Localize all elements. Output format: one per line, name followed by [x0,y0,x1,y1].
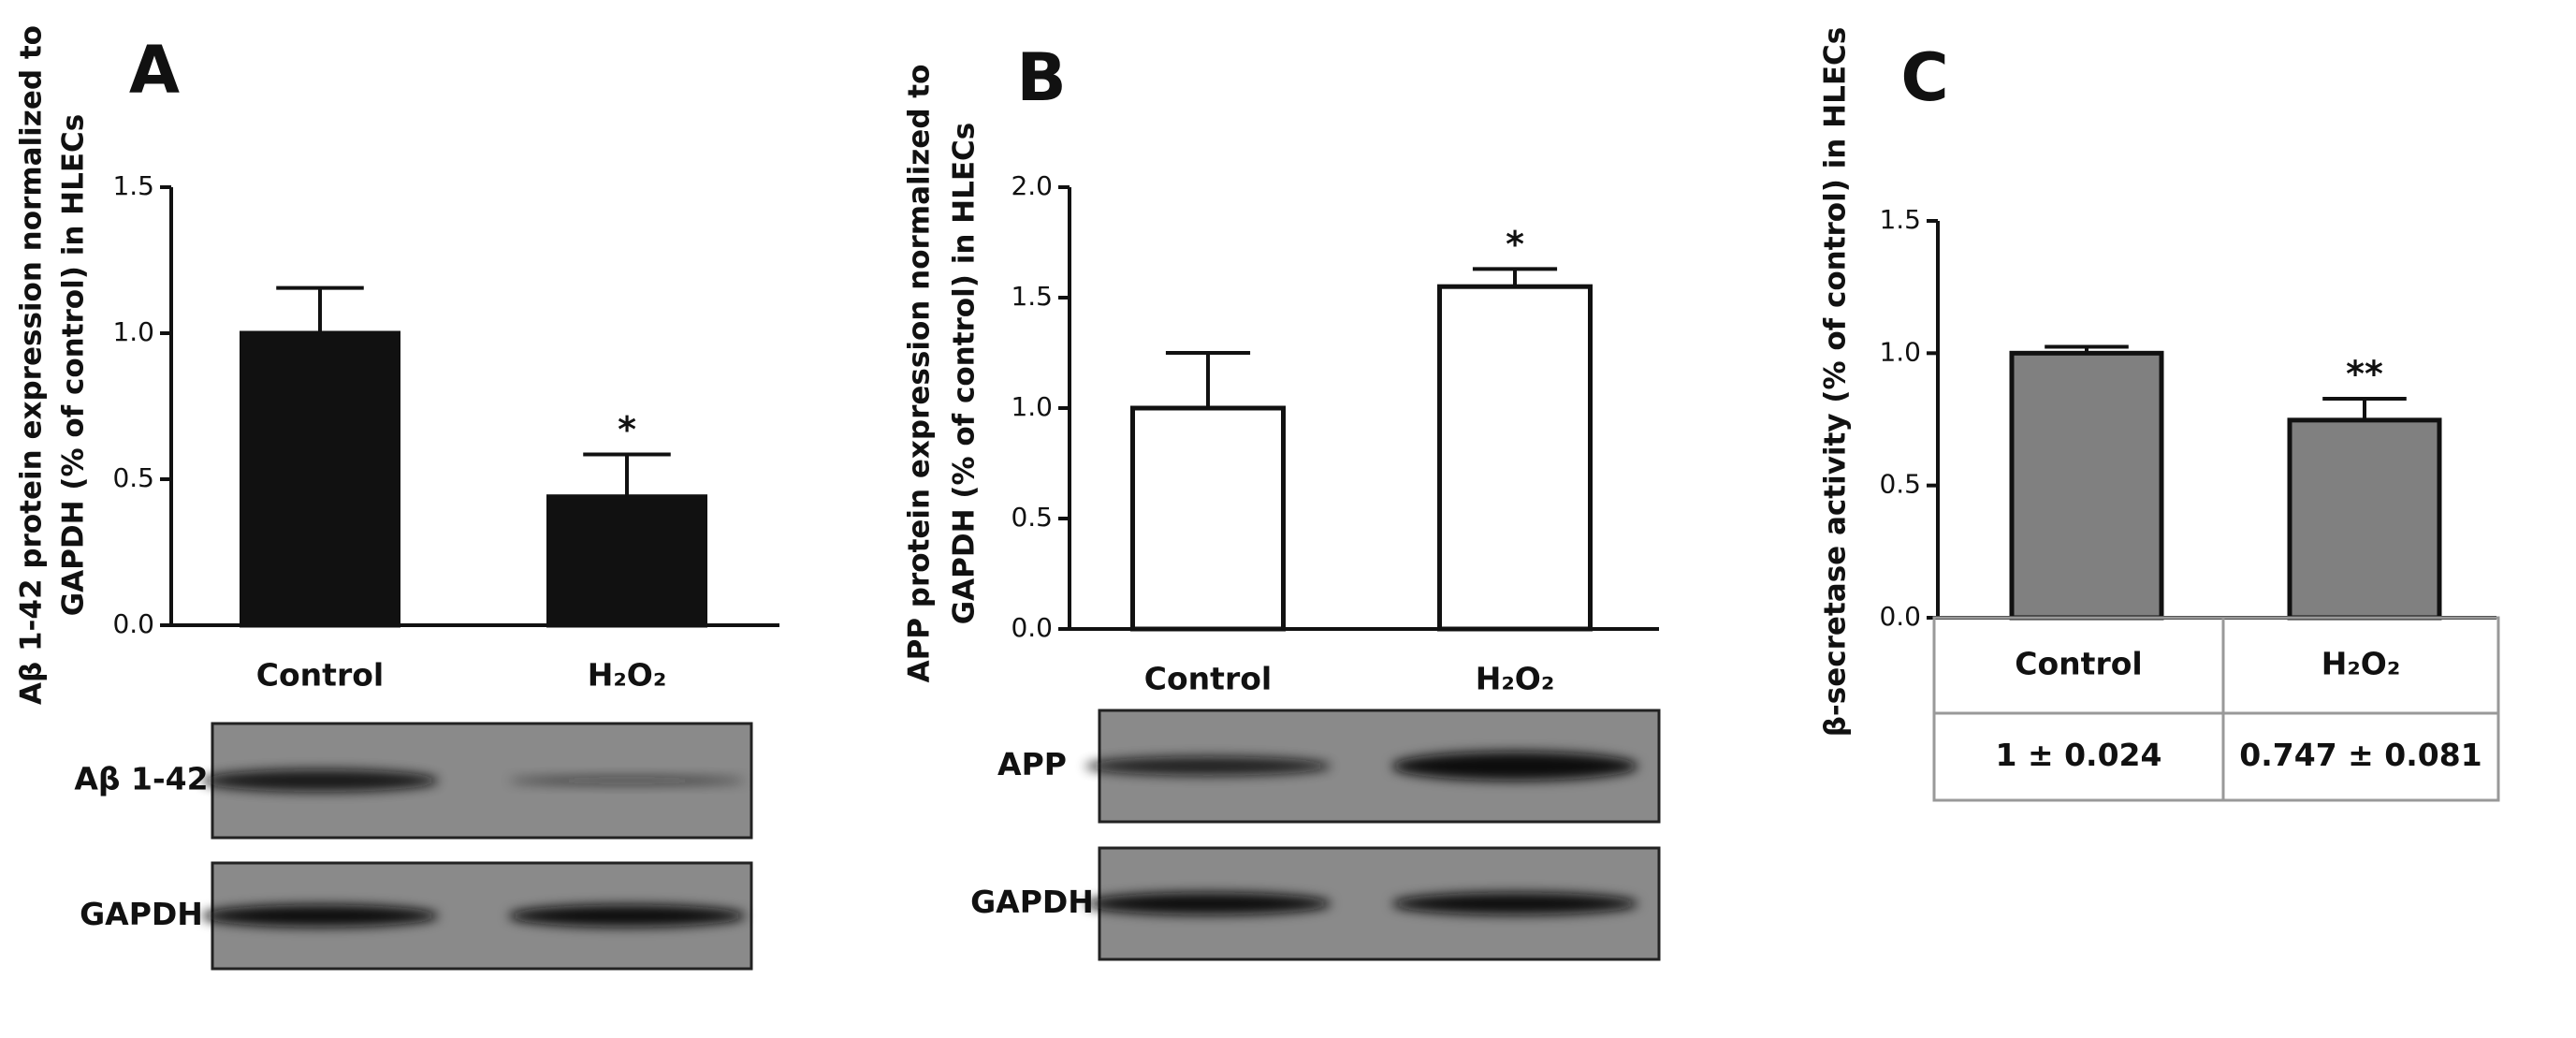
chart-panel: B APP protein expression normalized to GAP… [903,39,1661,961]
y-tick-label: 1.0 [112,316,154,347]
y-tick-label: 2.0 [1011,170,1053,201]
y-tick-label: 0.0 [112,608,154,639]
blot-label: GAPDH [80,896,203,932]
bar [2009,350,2164,621]
y-axis-label: GAPDH (% of control) in HLECs [57,114,91,617]
blot-label: Aβ 1-42 [74,761,208,797]
chart-panel: A Aβ 1-42 protein expression normalized t… [15,25,779,971]
significance-label: ** [2346,353,2383,394]
blot-label: APP [997,746,1067,782]
blot-band [508,904,746,928]
significance-label: * [618,409,636,450]
table-frame [1932,616,2500,802]
blot-label: GAPDH [970,884,1094,920]
blot-band [201,769,439,792]
y-tick-label: 0.5 [1011,502,1053,533]
error-bar [2045,344,2129,354]
blot-band [1391,751,1638,782]
x-tick-label: H₂O₂ [588,657,667,694]
table-cell: 1 ± 0.024 [1996,737,2162,773]
bar [1437,284,1593,632]
x-tick-label: Control [1144,661,1272,697]
y-tick-label: 1.0 [1879,336,1921,367]
bar [240,330,400,628]
y-tick-label: 1.0 [1011,391,1053,422]
significance-label: * [1506,224,1524,265]
y-axis-label: GAPDH (% of control) in HLECs [948,123,982,625]
error-bar [1165,351,1251,408]
y-tick-label: 0.5 [1879,469,1921,500]
blot-band [201,904,439,928]
y-tick-label: 0.0 [1879,601,1921,632]
y-tick-label: 1.5 [112,170,154,201]
table-header: Control [2015,646,2142,682]
bar [1130,405,1286,632]
error-bar [2322,396,2407,420]
y-tick-label: 1.5 [1011,281,1053,312]
y-tick-label: 0.5 [112,462,154,493]
y-tick-label: 1.5 [1879,204,1921,235]
table-cell: 0.747 ± 0.081 [2239,737,2481,773]
blot-band [1084,756,1332,776]
x-tick-label: Control [256,657,384,694]
bar [546,494,707,628]
chart-panel: Cβ-secretase activity (% of control) in … [1819,27,2500,802]
y-axis-label: β-secretase activity (% of control) in H… [1819,27,1853,738]
panel-label: B [1016,39,1066,116]
error-bar [276,285,364,333]
blot-band [1391,892,1638,915]
panel-label: A [129,32,180,109]
error-bar [1472,267,1558,287]
y-axis-label: Aβ 1-42 protein expression normalized to [15,25,49,705]
error-bar [583,452,671,497]
panel-label: C [1900,39,1948,116]
y-axis-label: APP protein expression normalized to [903,65,937,683]
table-header: H₂O₂ [2321,646,2401,682]
bar [2287,417,2442,621]
blot-band [508,776,746,785]
x-tick-label: H₂O₂ [1476,661,1555,697]
y-tick-label: 0.0 [1011,612,1053,643]
blot-band [1084,892,1332,915]
